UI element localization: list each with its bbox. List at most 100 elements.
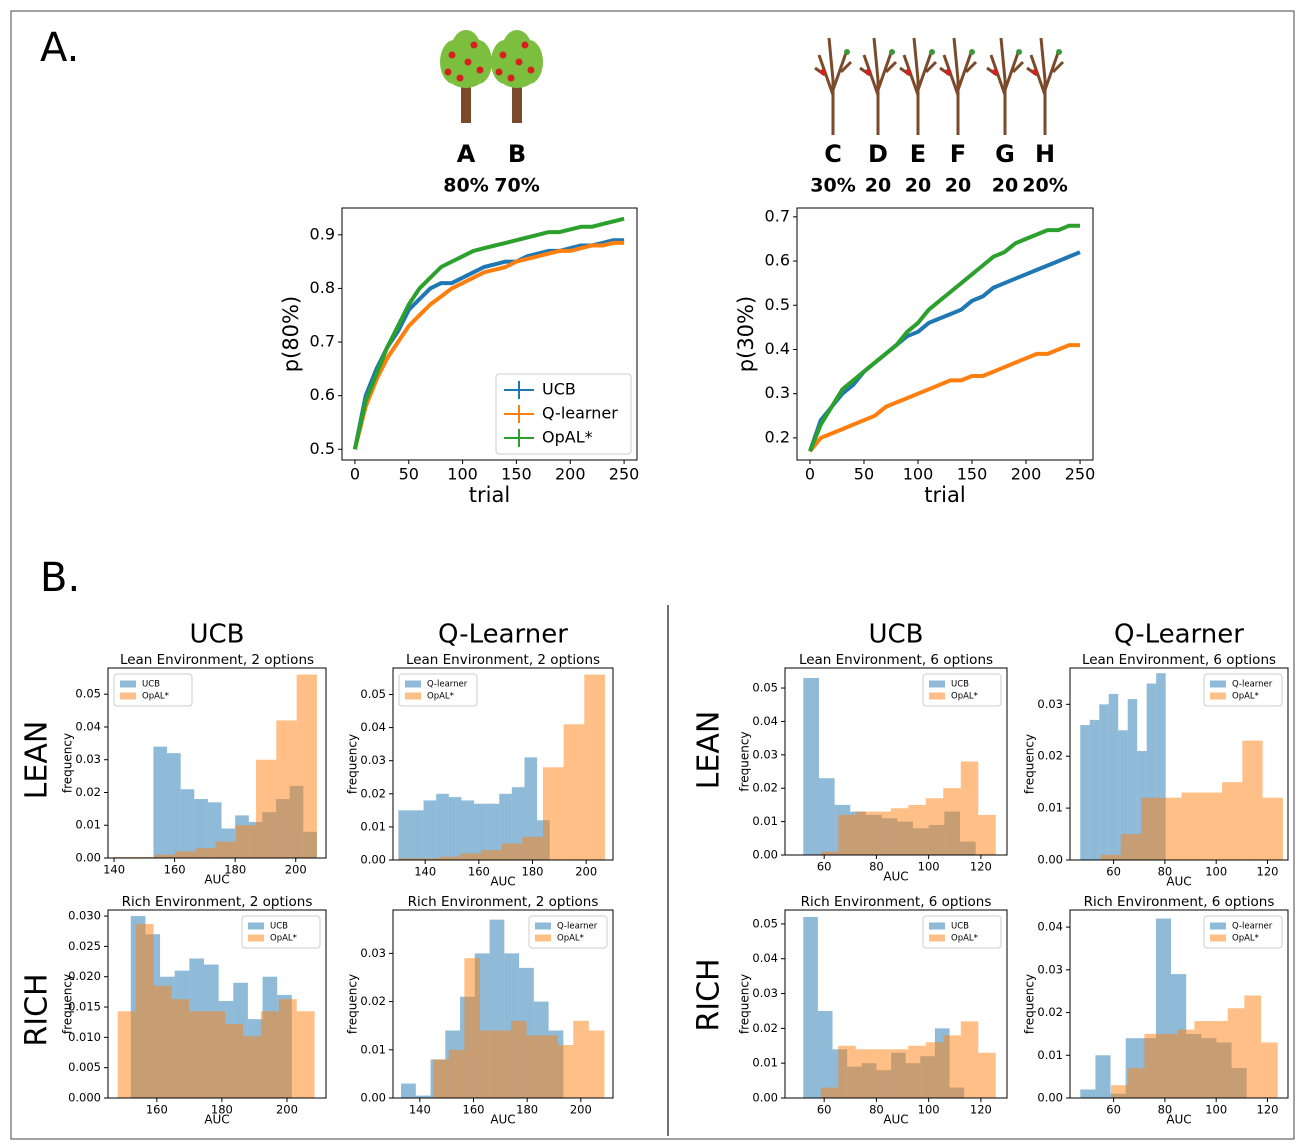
bar (978, 1053, 995, 1098)
bar (480, 1031, 496, 1098)
chart: 1401601802000.000.010.020.030.040.05AUCf… (61, 620, 327, 887)
bar (243, 1036, 261, 1098)
x-tick-label: 200 (276, 1103, 298, 1117)
bar (1211, 1021, 1228, 1098)
bar (401, 1084, 416, 1098)
bar (838, 1046, 855, 1098)
bar (527, 1035, 543, 1098)
bar (449, 1050, 465, 1098)
apple (992, 69, 998, 75)
bar (1109, 694, 1118, 860)
legend-swatch (120, 681, 136, 688)
y-tick-label: 0.9 (310, 224, 335, 243)
y-tick-label: 0.01 (1037, 1048, 1063, 1062)
legend-label: UCB (270, 922, 288, 932)
bar (558, 1045, 574, 1098)
legend-label: UCB (142, 680, 160, 690)
x-tick-label: 250 (1065, 465, 1096, 484)
y-tick-label: 0.6 (765, 251, 790, 270)
row-label: RICH (20, 973, 55, 1046)
x-tick-label: 200 (570, 1103, 592, 1117)
bar (838, 815, 855, 855)
tree-prob: 20 (992, 175, 1018, 197)
x-tick-label: 250 (609, 465, 640, 484)
y-axis-label: p(30%) (734, 296, 758, 372)
row-label: LEAN (20, 721, 55, 800)
chart-title: Rich Environment, 6 options (801, 894, 992, 910)
bar (225, 1024, 243, 1098)
apple (477, 67, 484, 74)
x-tick-label: 0 (350, 465, 360, 484)
bar (891, 1049, 908, 1098)
y-tick-label: 0.02 (1037, 749, 1063, 763)
y-axis-label: p(80%) (279, 296, 303, 372)
bar (189, 1011, 207, 1098)
y-tick-label: 0.00 (360, 853, 386, 867)
x-tick-label: 160 (463, 1103, 485, 1117)
bar (873, 812, 890, 855)
tree-label: F (950, 140, 966, 168)
x-tick-label: 60 (1106, 865, 1121, 879)
column-header: UCB (189, 620, 244, 650)
y-tick-label: 0.2 (765, 427, 790, 446)
bar (1222, 782, 1242, 860)
bar (803, 678, 819, 855)
x-tick-label: 60 (817, 1103, 832, 1117)
bar (424, 800, 437, 860)
row-label: RICH (692, 958, 727, 1031)
bar (1161, 798, 1181, 860)
y-tick-label: 0.3 (765, 383, 790, 402)
tree-prob: 20 (905, 175, 931, 197)
leaf (1016, 49, 1022, 55)
bar (821, 1088, 838, 1098)
y-tick-label: 0.03 (75, 752, 101, 766)
x-axis-label: AUC (204, 1113, 229, 1127)
tree-prob: 20 (865, 175, 891, 197)
legend-label: OpAL* (1232, 934, 1259, 944)
leaf (969, 49, 975, 55)
bar (1101, 855, 1121, 860)
bar (436, 794, 449, 860)
bar (1144, 1034, 1161, 1098)
bar (1194, 1021, 1211, 1098)
y-tick-label: 0.02 (752, 1021, 778, 1035)
x-axis-label: trial (924, 483, 965, 507)
bar (943, 788, 960, 855)
tree-label: A (457, 140, 476, 168)
tree-label: H (1035, 140, 1055, 168)
bar (943, 1035, 960, 1098)
y-tick-label: 0.02 (752, 781, 778, 795)
y-tick-label: 0.030 (68, 909, 101, 923)
bar (1141, 798, 1161, 860)
x-tick-label: 140 (409, 1103, 431, 1117)
bar (1261, 1042, 1278, 1098)
plot-frame (797, 208, 1093, 460)
y-tick-label: 0.00 (75, 851, 101, 865)
legend-swatch (929, 693, 945, 700)
bar (803, 917, 818, 1098)
bar (411, 810, 424, 860)
bar (279, 999, 297, 1098)
legend-label: OpAL* (557, 934, 584, 944)
bar (261, 1011, 279, 1098)
bar (1090, 720, 1099, 860)
x-tick-label: 100 (903, 465, 934, 484)
bar (821, 852, 838, 855)
panel-label: B. (40, 555, 80, 601)
bar (495, 1031, 511, 1098)
apple (945, 69, 951, 75)
legend-label: Q-learner (1232, 680, 1273, 690)
tree-label: B (508, 140, 526, 168)
bar (584, 675, 605, 860)
legend-swatch (248, 935, 264, 942)
bar (961, 762, 978, 856)
bar (136, 924, 154, 1098)
y-tick-label: 0.00 (360, 1091, 386, 1105)
tree-prob: 30% (810, 175, 855, 197)
bar (153, 747, 167, 858)
tree-prob: 80% (443, 175, 488, 197)
x-axis-label: AUC (490, 875, 515, 889)
y-tick-label: 0.03 (1037, 962, 1063, 976)
bar (398, 810, 411, 860)
legend-label: OpAL* (427, 692, 454, 702)
